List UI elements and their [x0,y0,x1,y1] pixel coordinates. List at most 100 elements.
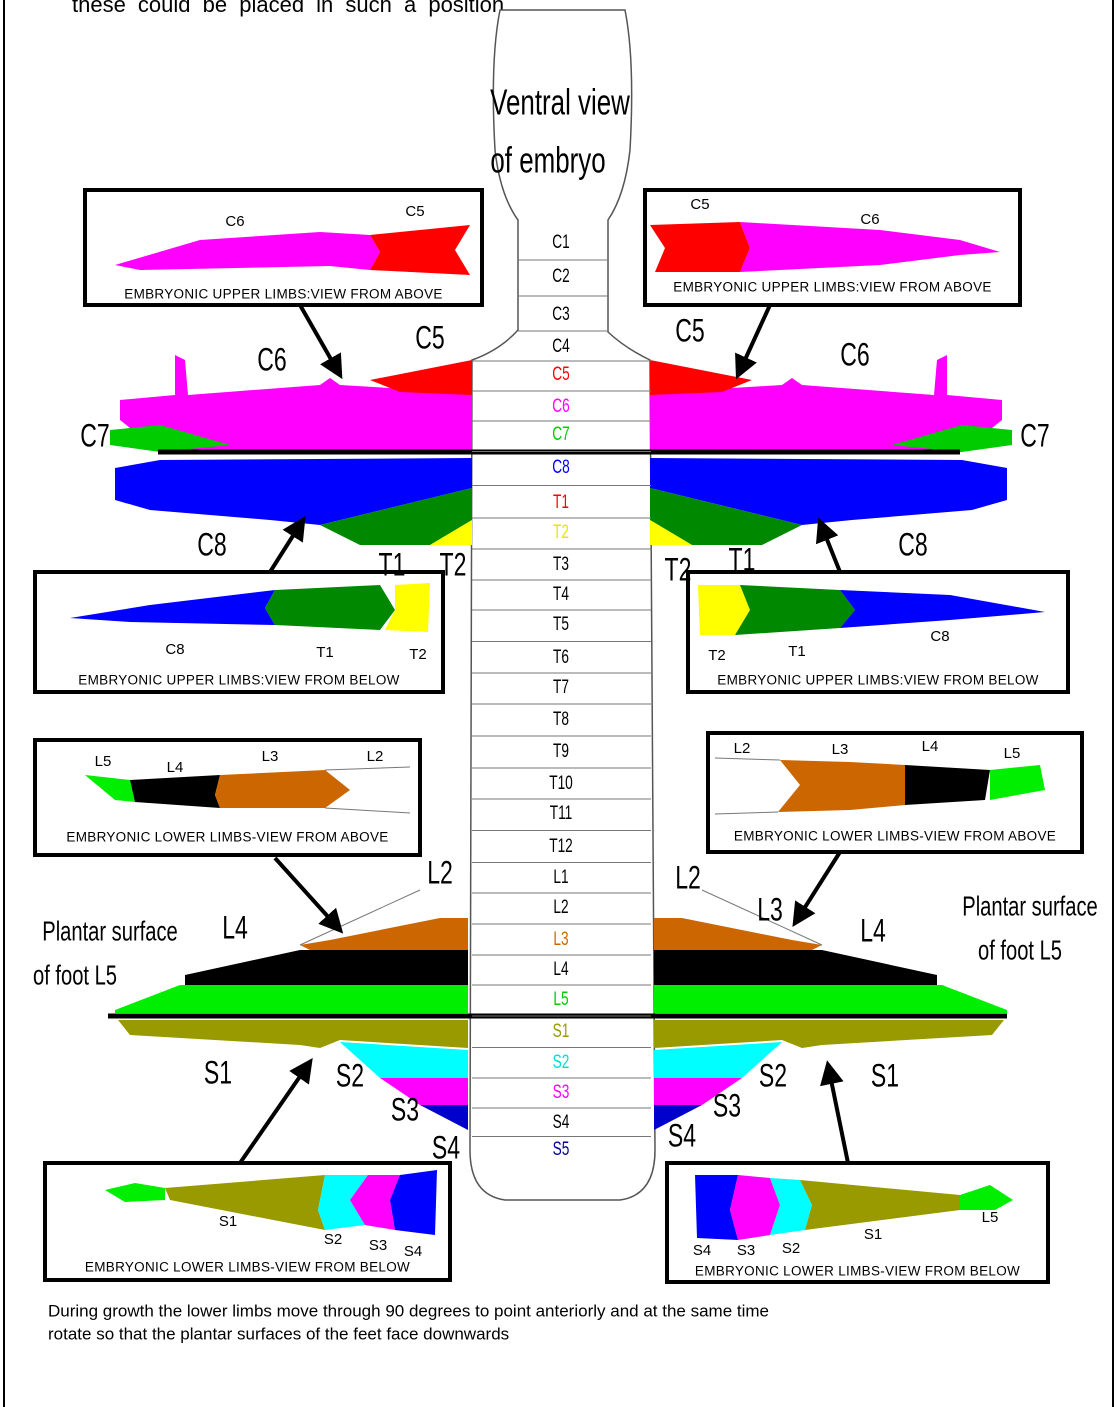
limb-label: C6 [257,342,286,378]
segment-label: T6 [553,646,569,668]
inset-label: C6 [860,211,879,228]
limb-label: C5 [675,313,704,349]
limb-label: C8 [898,527,927,563]
inset-label: T2 [409,646,427,663]
segment-label: S3 [553,1081,570,1103]
limb-label: C8 [197,527,226,563]
lower-limb-right [654,890,1007,1130]
limb-label: S4 [668,1118,696,1154]
inset-label: S2 [782,1240,800,1257]
segment-label: T10 [549,772,573,794]
inset-label: L2 [367,748,384,765]
segment-label: L2 [553,896,568,918]
limb-label: L4 [860,913,886,949]
inset-label: L5 [1004,745,1021,762]
segment-label: C3 [552,303,569,325]
limb-label: L2 [675,860,701,896]
inset-limb-segment [735,585,855,635]
segment-label: C7 [552,423,569,445]
limb-label: of foot L5 [33,960,117,991]
segment-label: T7 [553,676,569,698]
inset-caption: EMBRYONIC UPPER LIMBS:VIEW FROM BELOW [78,673,399,688]
segment-label: C5 [552,363,569,385]
limb-label: Plantar surface [42,916,177,947]
limb-label: T1 [379,547,406,583]
segment-label: L4 [553,958,568,980]
inset-caption: EMBRYONIC UPPER LIMBS:VIEW FROM BELOW [717,673,1038,688]
inset-label: L3 [262,748,279,765]
inset-limb-segment [905,765,990,805]
inset-label: T1 [316,644,334,661]
segment-label: C8 [552,456,569,478]
limb-label: C7 [80,418,109,454]
segment-label: T9 [553,740,569,762]
inset-label: S3 [369,1237,387,1254]
limb-label: C6 [840,337,869,373]
limb-label: L3 [757,892,783,928]
segment-label: S1 [553,1020,570,1042]
inset-label: T2 [708,647,726,664]
segment-label: T5 [553,613,569,635]
inset-caption: EMBRYONIC LOWER LIMBS-VIEW FROM BELOW [695,1264,1020,1279]
header-text: these could be placed in such a position [72,0,504,17]
limb-label: C5 [415,320,444,356]
inset-limb-segment [650,222,750,272]
segment-label: S5 [553,1138,570,1160]
segment-label: L5 [553,988,568,1010]
segment-label: C4 [552,335,569,357]
inset-label: S1 [219,1213,237,1230]
limb-label: S4 [432,1130,460,1166]
segment-label: C1 [552,231,569,253]
embryo-title: Ventral view [490,82,630,122]
footer-text: rotate so that the plantar surfaces of t… [48,1324,509,1343]
footer-text: During growth the lower limbs move throu… [48,1301,769,1320]
segment-label: L3 [553,928,568,950]
inset-limb-segment [265,585,395,630]
limb-label: of foot L5 [978,935,1062,966]
segment-label: L1 [553,866,568,888]
inset-label: C6 [225,213,244,230]
inset-label: L2 [734,740,751,757]
limb-label: L4 [222,910,248,946]
inset-caption: EMBRYONIC UPPER LIMBS:VIEW FROM ABOVE [673,280,991,295]
inset-label: L4 [922,738,939,755]
inset-label: L4 [167,759,184,776]
inset-label: L5 [95,753,112,770]
segment-label: T3 [553,553,569,575]
limb-label: T2 [440,547,467,583]
inset-label: S4 [693,1242,711,1259]
inset-label: S3 [737,1242,755,1259]
limb-label: T2 [665,552,692,588]
inset-label: C8 [930,628,949,645]
inset-label: S4 [404,1243,422,1260]
limb-label: T1 [729,542,756,578]
inset-label: C8 [165,641,184,658]
limb-label: C7 [1020,418,1049,454]
segment-label: T2 [553,521,569,543]
inset-label: C5 [405,203,424,220]
limb-label: Plantar surface [962,891,1097,922]
segment-label: T8 [553,708,569,730]
segment-label: C2 [552,265,569,287]
inset-label: L5 [982,1209,999,1226]
inset-caption: EMBRYONIC LOWER LIMBS-VIEW FROM ABOVE [734,829,1056,844]
limb-label: S1 [871,1058,899,1094]
limb-label: S3 [391,1092,419,1128]
inset-caption: EMBRYONIC LOWER LIMBS-VIEW FROM ABOVE [66,830,388,845]
limb-label: S1 [204,1055,232,1091]
inset-limb-segment [215,770,350,808]
diagram: these could be placed in such a position… [0,0,1117,1407]
segment-label: S4 [553,1111,570,1133]
limb-label: S2 [336,1058,364,1094]
inset-label: S1 [864,1226,882,1243]
embryo-title: of embryo [490,140,605,180]
segment-label: T12 [549,835,573,857]
limb-label: S2 [759,1058,787,1094]
segment-label: T4 [553,583,569,605]
segment-label: T1 [553,491,569,513]
inset-label: T1 [788,643,806,660]
segment-label: C6 [552,395,569,417]
segment-label: S2 [553,1051,570,1073]
inset-label: C5 [690,196,709,213]
limb-label: S3 [713,1088,741,1124]
